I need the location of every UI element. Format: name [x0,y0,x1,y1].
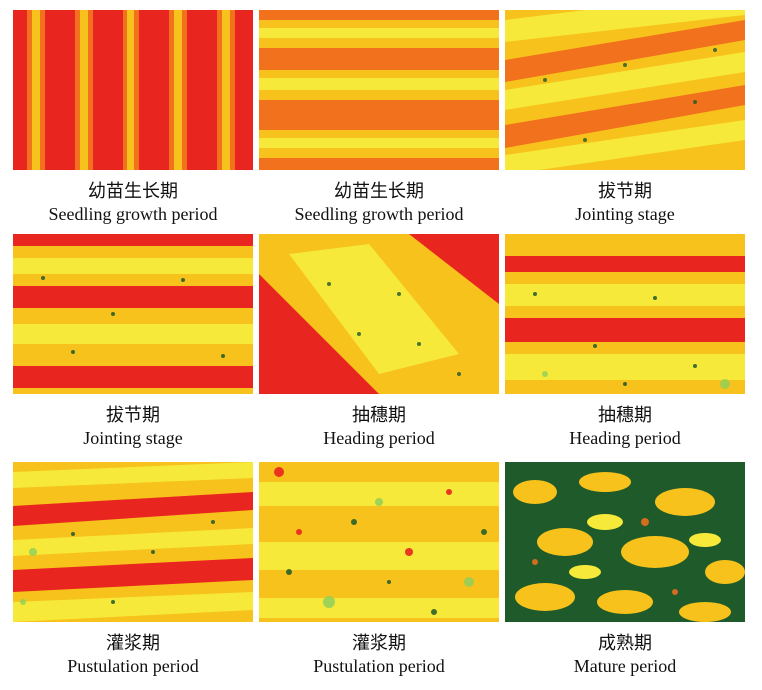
caption-en: Jointing stage [575,204,675,224]
caption-cn: 拔节期 [598,181,652,201]
panel-6: 抽穗期 Heading period [505,234,745,450]
heatmap-heading-1 [259,234,499,394]
caption-cn: 抽穗期 [352,405,406,425]
panel-1: 幼苗生长期 Seedling growth period [13,10,253,226]
heatmap-mature [505,462,745,622]
heatmap-pustulation-2 [259,462,499,622]
panel-image [13,462,253,622]
caption-en: Jointing stage [83,428,183,448]
heatmap-jointing-1 [505,10,745,170]
panel-5: 抽穗期 Heading period [259,234,499,450]
heatmap-seedling-1 [13,10,253,170]
panel-9: 成熟期 Mature period [505,462,745,678]
heatmap-pustulation-1 [13,462,253,622]
panel-image [505,10,745,170]
heatmap-seedling-2 [259,10,499,170]
caption-cn: 灌浆期 [352,633,406,653]
caption-en: Heading period [323,428,435,448]
caption-en: Seedling growth period [48,204,218,224]
caption-cn: 成熟期 [598,633,652,653]
panel-3: 拔节期 Jointing stage [505,10,745,226]
heatmap-heading-2 [505,234,745,394]
caption-en: Pustulation period [67,656,199,676]
caption-en: Heading period [569,428,681,448]
panel-4: 拔节期 Jointing stage [13,234,253,450]
caption-cn: 幼苗生长期 [334,181,424,201]
caption-en: Mature period [573,656,677,676]
panel-image [13,234,253,394]
caption-cn: 幼苗生长期 [88,181,178,201]
caption-cn: 抽穗期 [598,405,652,425]
caption-en: Seedling growth period [294,204,464,224]
panel-image [505,462,745,622]
caption-cn: 灌浆期 [106,633,160,653]
panel-image [505,234,745,394]
panel-image [259,234,499,394]
panel-image [259,462,499,622]
heatmap-jointing-2 [13,234,253,394]
panel-image [259,10,499,170]
caption-en: Pustulation period [313,656,445,676]
panel-7: 灌浆期 Pustulation period [13,462,253,678]
panel-2: 幼苗生长期 Seedling growth period [259,10,499,226]
panel-8: 灌浆期 Pustulation period [259,462,499,678]
panel-image [13,10,253,170]
caption-cn: 拔节期 [106,405,160,425]
